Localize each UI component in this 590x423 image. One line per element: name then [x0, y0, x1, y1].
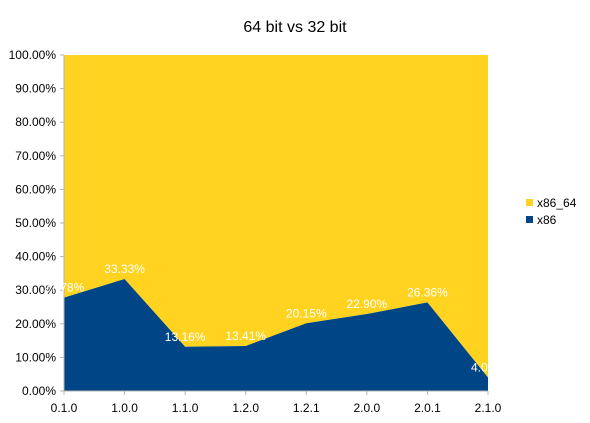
- data-label: 4.00%: [471, 361, 505, 375]
- x-tick-label: 1.0.0: [111, 401, 138, 415]
- y-tick-label: 90.00%: [15, 82, 56, 96]
- area-x86_64: [64, 55, 488, 378]
- x-tick-label: 1.2.1: [293, 401, 320, 415]
- data-labels: 27.78% 33.33% 13.16% 13.41% 20.15% 22.90% 26.3…: [44, 262, 506, 375]
- data-label: 27.78%: [44, 281, 85, 295]
- x-tick-label: 2.1.0: [475, 401, 502, 415]
- x-tick-label: 1.1.0: [172, 401, 199, 415]
- data-label: 33.33%: [104, 262, 145, 276]
- legend-swatch: [526, 199, 533, 206]
- data-label: 22.90%: [347, 297, 388, 311]
- x-tick-label: 0.1.0: [51, 401, 78, 415]
- legend-label: x86_64: [537, 196, 577, 210]
- data-label: 20.15%: [286, 306, 327, 320]
- y-tick-label: 0.00%: [22, 384, 56, 398]
- y-tick-label: 100.00%: [9, 48, 57, 62]
- y-tick-label: 10.00%: [15, 350, 56, 364]
- data-label: 26.36%: [407, 285, 448, 299]
- y-tick-label: 20.00%: [15, 317, 56, 331]
- legend-swatch: [526, 216, 533, 223]
- y-tick-label: 50.00%: [15, 216, 56, 230]
- y-tick-label: 30.00%: [15, 283, 56, 297]
- chart-title: 64 bit vs 32 bit: [243, 19, 347, 36]
- plot-area: [64, 55, 488, 391]
- x-tick-label: 2.0.1: [414, 401, 441, 415]
- legend-label: x86: [537, 213, 557, 227]
- y-tick-label: 60.00%: [15, 182, 56, 196]
- y-tick-label: 40.00%: [15, 250, 56, 264]
- legend: x86_64 x86: [526, 196, 577, 227]
- data-label: 13.16%: [165, 330, 206, 344]
- x-tick-label: 2.0.0: [354, 401, 381, 415]
- y-axis: 0.00% 10.00% 20.00% 30.00% 40.00% 50.00% 60.00…: [9, 48, 65, 398]
- y-tick-label: 70.00%: [15, 149, 56, 163]
- area-x86: [64, 279, 488, 391]
- x-axis: 0.1.0 1.0.0 1.1.0 1.2.0 1.2.1 2.0.0 2.0.1 2.1.0: [51, 390, 502, 415]
- y-tick-label: 80.00%: [15, 115, 56, 129]
- data-label: 13.41%: [225, 329, 266, 343]
- x-tick-label: 1.2.0: [232, 401, 259, 415]
